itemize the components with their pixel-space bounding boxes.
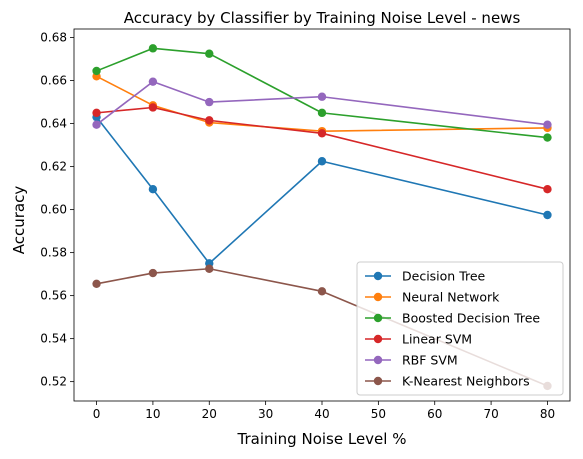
legend-item: Decision Tree bbox=[365, 269, 486, 284]
data-point bbox=[205, 49, 214, 58]
data-point bbox=[317, 92, 327, 101]
y-tick-label: 0.62 bbox=[40, 160, 67, 174]
x-tick-label: 10 bbox=[145, 407, 160, 421]
y-tick-label: 0.54 bbox=[40, 332, 67, 346]
x-axis: 0 10 20 30 40 50 60 70 80 bbox=[93, 401, 555, 421]
data-point bbox=[148, 77, 158, 86]
y-tick-label: 0.66 bbox=[40, 74, 67, 88]
y-tick-label: 0.64 bbox=[40, 117, 67, 131]
data-point bbox=[148, 268, 158, 278]
x-tick-label: 80 bbox=[540, 407, 555, 421]
legend-label: Boosted Decision Tree bbox=[402, 311, 540, 326]
legend-swatch-marker bbox=[373, 355, 383, 365]
x-tick-label: 20 bbox=[202, 407, 217, 421]
legend-label: RBF SVM bbox=[402, 353, 458, 368]
legend-item: Neural Network bbox=[365, 290, 500, 305]
data-point bbox=[317, 157, 327, 166]
series-boosted-decision-tree bbox=[92, 44, 552, 142]
legend-item: Linear SVM bbox=[365, 332, 472, 347]
x-tick-label: 60 bbox=[427, 407, 442, 421]
y-axis-label: Accuracy bbox=[10, 186, 28, 255]
data-point bbox=[543, 120, 552, 129]
y-tick-label: 0.52 bbox=[40, 375, 67, 389]
legend-item: K-Nearest Neighbors bbox=[365, 374, 530, 389]
x-tick-label: 30 bbox=[258, 407, 273, 421]
data-point bbox=[92, 66, 101, 76]
x-tick-label: 40 bbox=[314, 407, 329, 421]
data-point bbox=[148, 103, 158, 112]
x-tick-label: 50 bbox=[371, 407, 386, 421]
y-tick-label: 0.68 bbox=[40, 31, 67, 45]
legend-swatch-marker bbox=[373, 376, 383, 386]
legend-swatch-marker bbox=[373, 292, 383, 302]
data-point bbox=[317, 287, 327, 296]
data-point bbox=[92, 279, 101, 289]
x-axis-label: Training Noise Level % bbox=[237, 430, 407, 448]
data-point bbox=[543, 133, 552, 142]
data-point bbox=[148, 44, 158, 53]
legend-swatch-marker bbox=[373, 271, 383, 281]
data-point bbox=[317, 129, 327, 138]
data-point bbox=[543, 184, 552, 194]
legend-swatch-marker bbox=[373, 313, 383, 323]
chart-title: Accuracy by Classifier by Training Noise… bbox=[124, 9, 521, 27]
data-point bbox=[205, 116, 214, 125]
y-tick-label: 0.60 bbox=[40, 203, 67, 217]
data-point bbox=[148, 184, 158, 194]
data-point bbox=[205, 97, 214, 107]
legend-label: Decision Tree bbox=[402, 269, 486, 284]
legend: Decision Tree Neural Network Boosted Decis… bbox=[356, 261, 564, 396]
y-tick-label: 0.56 bbox=[40, 289, 67, 303]
series-rbf-svm bbox=[92, 77, 552, 129]
y-axis: 0.52 0.54 0.56 0.58 0.60 0.62 0.64 0.66 0.68 bbox=[40, 31, 74, 389]
legend-item: Boosted Decision Tree bbox=[365, 311, 540, 326]
legend-label: K-Nearest Neighbors bbox=[402, 374, 530, 389]
legend-label: Neural Network bbox=[402, 290, 500, 305]
data-point bbox=[205, 264, 214, 273]
series-linear-svm bbox=[92, 103, 552, 194]
y-tick-label: 0.58 bbox=[40, 246, 67, 260]
data-point bbox=[92, 108, 101, 118]
x-tick-label: 70 bbox=[483, 407, 498, 421]
data-point bbox=[543, 210, 552, 220]
data-point bbox=[317, 108, 327, 118]
legend-label: Linear SVM bbox=[402, 332, 472, 347]
legend-item: RBF SVM bbox=[365, 353, 458, 368]
x-tick-label: 0 bbox=[93, 407, 101, 421]
legend-box bbox=[356, 261, 564, 396]
data-point bbox=[92, 120, 101, 129]
legend-swatch-marker bbox=[373, 334, 383, 344]
